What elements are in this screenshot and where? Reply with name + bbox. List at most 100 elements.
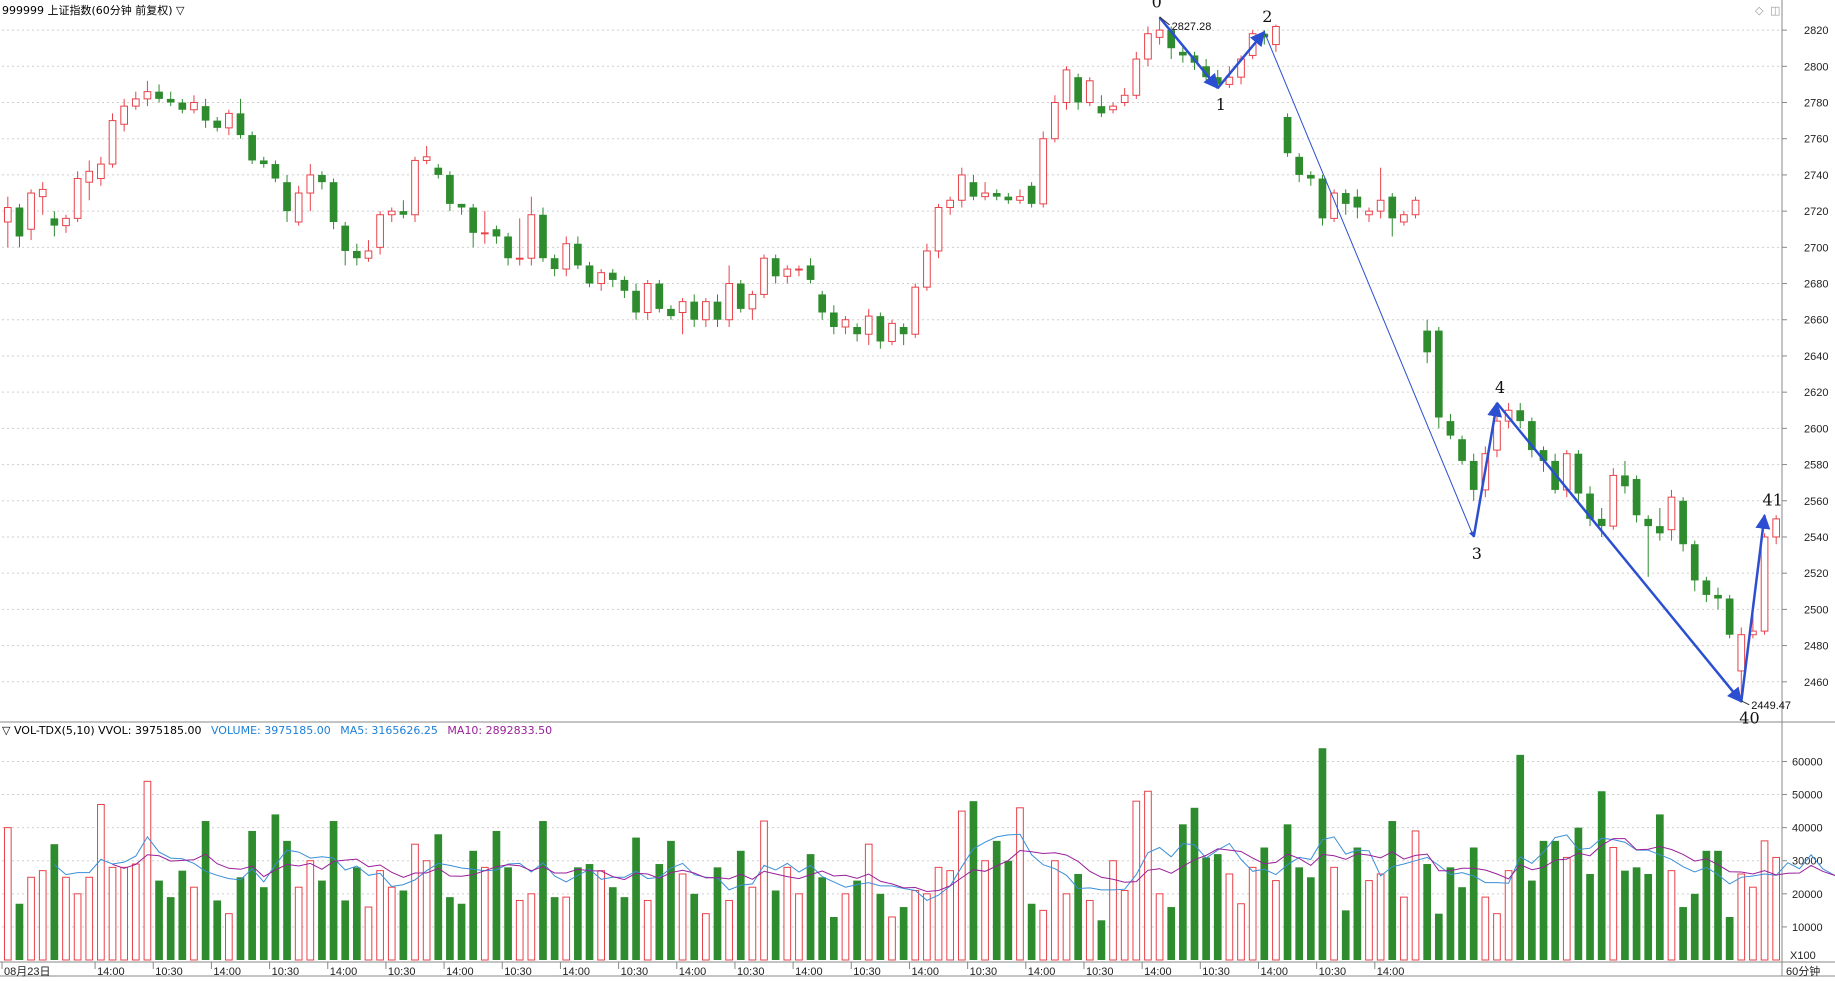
candle-body-down bbox=[457, 203, 466, 208]
time-tick-label: 10:30 bbox=[504, 966, 532, 978]
candle-body-down bbox=[1446, 421, 1455, 436]
ma10-value: MA10: 2892833.50 bbox=[447, 724, 553, 737]
candle-body-up bbox=[1737, 634, 1746, 672]
time-tick-label: 14:00 bbox=[679, 966, 707, 978]
volume-bar-up bbox=[85, 876, 94, 961]
volume-bar-down bbox=[399, 890, 408, 960]
volume-tick-label: 60000 bbox=[1792, 756, 1823, 768]
volume-bar-down bbox=[1644, 873, 1653, 960]
volume-bar-down bbox=[608, 887, 617, 960]
candle-body-down bbox=[201, 106, 210, 121]
candle-body-down bbox=[818, 294, 827, 313]
restore-window-icon[interactable]: ◇ bbox=[1755, 4, 1764, 17]
volume-bar-up bbox=[108, 866, 117, 961]
candle-body-up bbox=[85, 170, 94, 183]
candle-body-down bbox=[806, 265, 815, 280]
candle-body-up bbox=[1039, 138, 1048, 205]
time-tick-label: 14:00 bbox=[213, 966, 241, 978]
volume-bar-down bbox=[1179, 824, 1187, 960]
volume-tick-label: 10000 bbox=[1792, 922, 1823, 934]
candle-body-down bbox=[213, 120, 222, 128]
volume-bar-up bbox=[678, 873, 687, 961]
time-tick-label: 10:30 bbox=[853, 966, 881, 978]
price-tick-label: 2800 bbox=[1804, 61, 1828, 73]
candle-body-down bbox=[1167, 30, 1176, 49]
candle-body-up bbox=[1667, 496, 1676, 531]
candle-body-down bbox=[1283, 116, 1292, 154]
volume-bar-down bbox=[1295, 867, 1304, 960]
candle-body-up bbox=[841, 319, 850, 328]
volume-bar-down bbox=[539, 821, 547, 960]
candle-body-up bbox=[294, 192, 303, 223]
price-tick-label: 2680 bbox=[1804, 279, 1828, 291]
high-price-label: 2827.28 bbox=[1172, 21, 1212, 33]
volume-tick-label: 40000 bbox=[1792, 823, 1823, 835]
candle-body-up bbox=[1330, 192, 1338, 219]
maximize-window-icon[interactable]: ◫ bbox=[1770, 4, 1781, 17]
volume-bar-down bbox=[1714, 850, 1722, 960]
volume-value: VOLUME: 3975185.00 bbox=[210, 724, 331, 737]
volume-bar-down bbox=[1190, 807, 1199, 960]
candle-body-up bbox=[527, 214, 536, 259]
volume-tick-label: 20000 bbox=[1792, 889, 1823, 901]
candle-body-up bbox=[225, 112, 233, 129]
volume-bar-down bbox=[550, 897, 559, 960]
candle-body-down bbox=[992, 193, 1001, 197]
wave-segment bbox=[1158, 16, 1219, 90]
wave-segment bbox=[1472, 401, 1503, 538]
candle-body-up bbox=[131, 98, 140, 107]
volume-bar-up bbox=[911, 890, 920, 961]
candle-body-down bbox=[50, 218, 59, 226]
vol-indicator-label[interactable]: ▽ VOL-TDX(5,10) VVOL: 3975185.00 bbox=[2, 724, 202, 737]
price-tick-label: 2460 bbox=[1804, 677, 1828, 689]
candle-body-down bbox=[539, 214, 547, 259]
wave-label: 3 bbox=[1472, 544, 1482, 563]
volume-bar-down bbox=[1202, 857, 1210, 960]
volume-bar-down bbox=[236, 877, 245, 960]
volume-bar-down bbox=[1528, 880, 1536, 960]
candle-body-down bbox=[1539, 450, 1548, 461]
volume-bar-up bbox=[888, 916, 896, 961]
time-tick-label: 10:30 bbox=[737, 966, 765, 978]
wave-label: 2 bbox=[1262, 7, 1272, 26]
volume-bar-up bbox=[748, 886, 757, 961]
volume-bar-up bbox=[923, 893, 931, 961]
candle-body-up bbox=[515, 257, 524, 260]
candle-body-down bbox=[271, 164, 280, 179]
volume-bar-down bbox=[632, 837, 640, 960]
volume-bar-up bbox=[1272, 880, 1280, 961]
volume-bar-down bbox=[469, 850, 478, 960]
candle-body-up bbox=[1272, 25, 1280, 46]
time-tick-label: 10:30 bbox=[970, 966, 998, 978]
volume-bar-down bbox=[585, 864, 594, 960]
price-tick-label: 2540 bbox=[1804, 532, 1828, 544]
candle-body-down bbox=[178, 102, 187, 110]
candle-body-down bbox=[829, 312, 838, 327]
candle-body-up bbox=[38, 188, 47, 198]
volume-bar-up bbox=[376, 870, 384, 961]
volume-bar-up bbox=[1400, 896, 1408, 961]
volume-unit-label: X100 bbox=[1790, 950, 1816, 962]
volume-bar-up bbox=[1062, 893, 1071, 961]
candle-body-down bbox=[574, 243, 582, 266]
volume-tick-label: 30000 bbox=[1792, 856, 1823, 868]
volume-bar-up bbox=[981, 860, 989, 961]
volume-bar-up bbox=[946, 870, 955, 961]
volume-bar-up bbox=[934, 866, 943, 961]
candle-body-up bbox=[1051, 102, 1059, 140]
candle-body-up bbox=[387, 210, 396, 216]
candle-body-down bbox=[667, 308, 675, 317]
volume-bar-up bbox=[97, 803, 105, 961]
volume-bar-down bbox=[1097, 920, 1106, 960]
candle-body-up bbox=[678, 301, 687, 314]
candle-body-down bbox=[1574, 453, 1583, 494]
volume-bar-up bbox=[1481, 896, 1490, 961]
volume-ma10-line bbox=[112, 838, 1835, 893]
volume-bar-down bbox=[457, 903, 466, 960]
volume-bar-down bbox=[1679, 907, 1687, 960]
volume-bar-down bbox=[15, 903, 24, 960]
wave-label: 4 bbox=[1495, 378, 1505, 397]
candle-body-up bbox=[411, 159, 419, 216]
time-tick-label: 14:00 bbox=[330, 966, 358, 978]
